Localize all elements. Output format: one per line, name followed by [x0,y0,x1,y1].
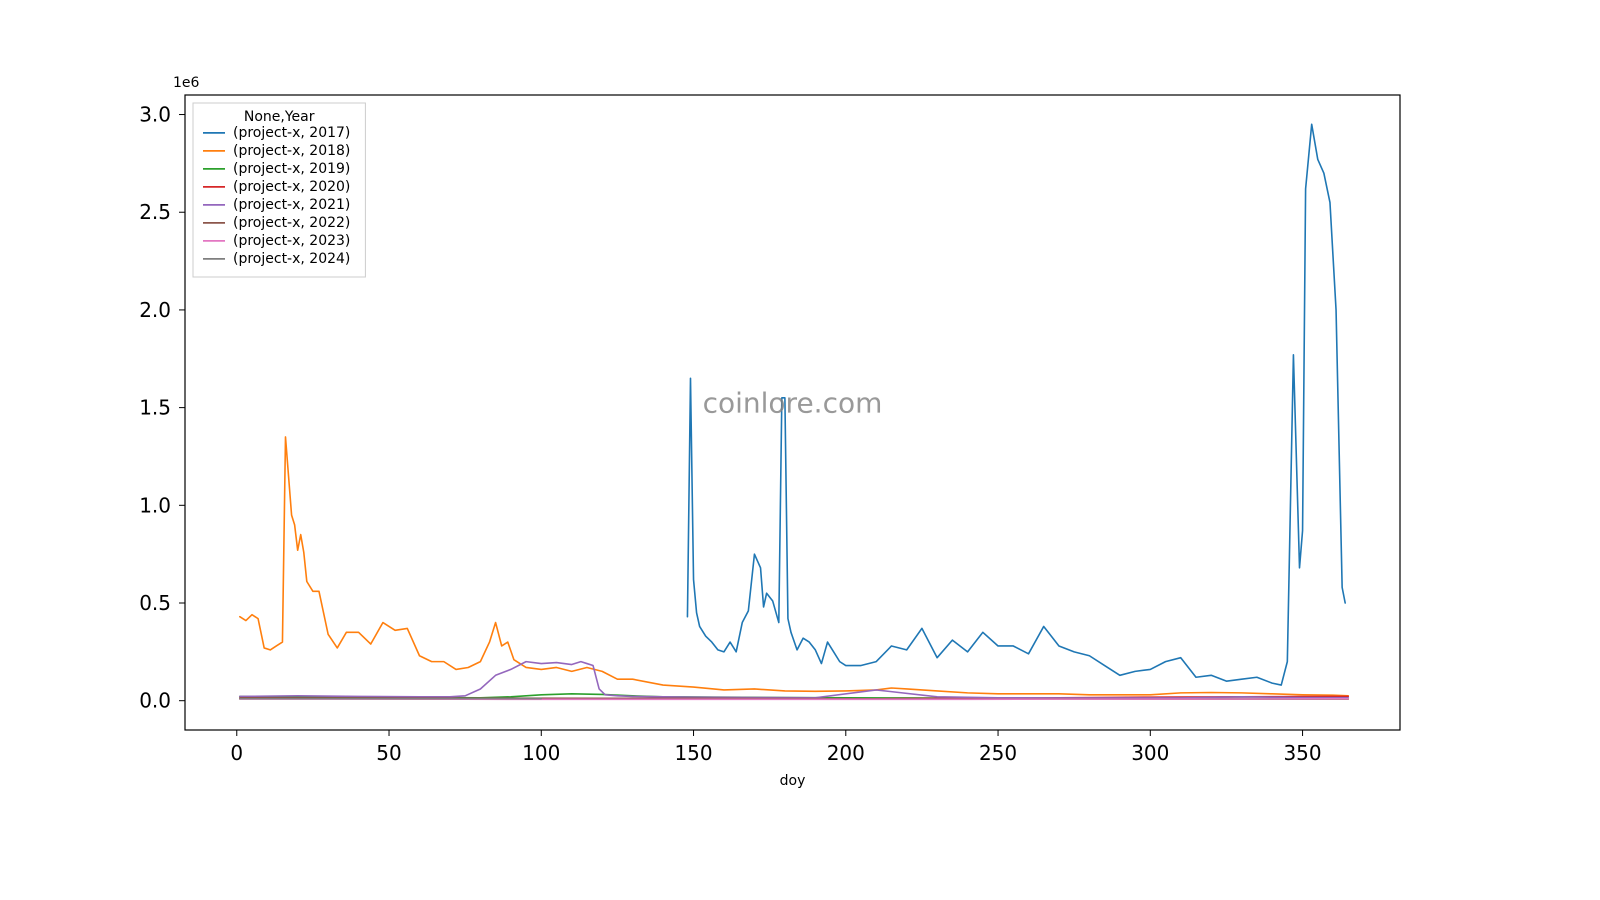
y-tick-label: 2.5 [139,200,171,224]
x-tick-label: 50 [376,741,401,765]
y-exponent-label: 1e6 [173,75,200,91]
y-tick-label: 0.0 [139,689,171,713]
watermark-text: coinlore.com [703,387,883,420]
y-tick-label: 1.5 [139,396,171,420]
x-tick-label: 0 [230,741,243,765]
x-tick-label: 150 [674,741,712,765]
legend-label: (project-x, 2021) [233,197,350,213]
legend-label: (project-x, 2020) [233,179,350,195]
legend: None,Year(project-x, 2017) (project-x, 20… [193,103,365,277]
x-tick-label: 250 [979,741,1017,765]
line-chart: 0 50 100 150 200 250 300 350 doy 0.0 0.5 1.0 1.5 2.0 2… [0,0,1600,900]
legend-label: (project-x, 2017) [233,125,350,141]
legend-title: None,Year [244,109,315,125]
legend-label: (project-x, 2024) [233,251,350,267]
x-tick-label: 200 [827,741,865,765]
legend-label: (project-x, 2023) [233,233,350,249]
x-tick-label: 350 [1283,741,1321,765]
y-tick-label: 3.0 [139,103,171,127]
y-tick-label: 0.5 [139,591,171,615]
legend-label: (project-x, 2018) [233,143,350,159]
legend-label: (project-x, 2022) [233,215,350,231]
chart-container: 0 50 100 150 200 250 300 350 doy 0.0 0.5 1.0 1.5 2.0 2… [0,0,1600,900]
x-tick-label: 100 [522,741,560,765]
x-axis-label: doy [780,773,806,789]
y-tick-label: 1.0 [139,493,171,517]
legend-label: (project-x, 2019) [233,161,350,177]
x-tick-label: 300 [1131,741,1169,765]
y-tick-label: 2.0 [139,298,171,322]
